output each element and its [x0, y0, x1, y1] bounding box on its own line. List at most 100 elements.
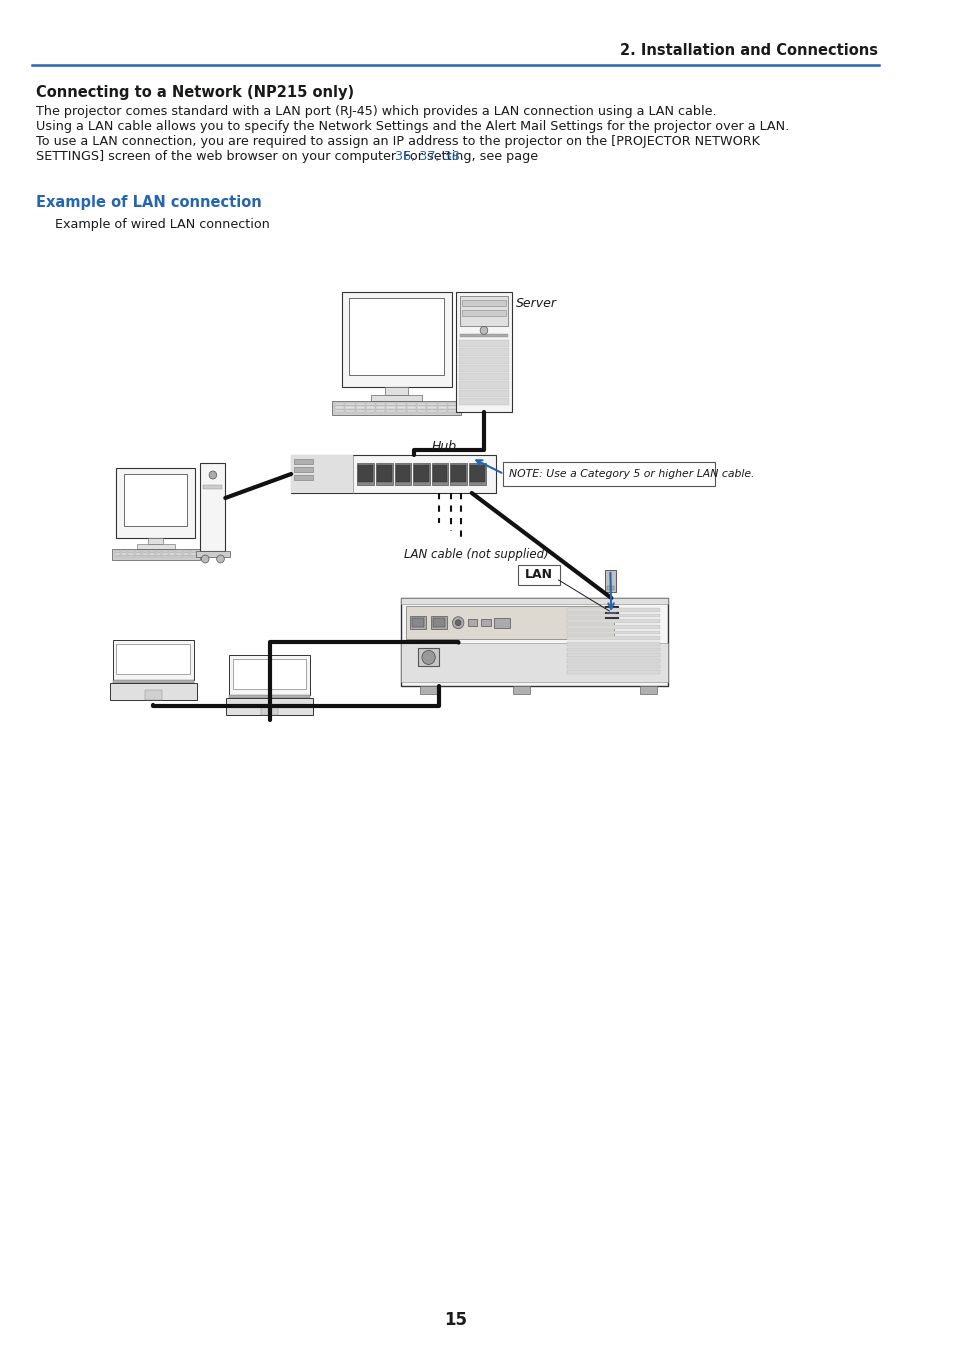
Bar — [431, 616, 446, 630]
Bar — [566, 670, 659, 674]
Bar — [335, 406, 344, 408]
Bar — [405, 607, 614, 639]
Bar — [375, 410, 385, 412]
Bar — [396, 403, 405, 406]
Bar — [400, 643, 667, 682]
Bar — [461, 301, 505, 306]
Bar — [448, 403, 456, 406]
Bar — [427, 410, 436, 412]
Text: SETTINGS] screen of the web browser on your computer. For setting, see page: SETTINGS] screen of the web browser on y… — [36, 150, 542, 163]
Bar — [604, 570, 616, 592]
Circle shape — [479, 326, 487, 334]
Circle shape — [421, 651, 435, 665]
Bar — [437, 410, 447, 412]
Bar — [456, 293, 511, 412]
Bar — [412, 619, 423, 627]
Text: NOTE: Use a Category 5 or higher LAN cable.: NOTE: Use a Category 5 or higher LAN cab… — [508, 469, 754, 479]
Bar — [229, 655, 310, 696]
Bar — [195, 551, 230, 557]
Bar — [341, 293, 451, 387]
Bar — [291, 456, 496, 493]
Circle shape — [201, 555, 209, 563]
Bar — [451, 465, 466, 481]
FancyBboxPatch shape — [517, 565, 559, 585]
Bar — [400, 599, 667, 604]
FancyBboxPatch shape — [502, 462, 714, 487]
Bar — [345, 406, 355, 408]
Text: LAN cable (not supplied): LAN cable (not supplied) — [403, 549, 548, 561]
Bar — [407, 406, 416, 408]
Bar — [110, 683, 196, 700]
Bar — [461, 310, 505, 315]
Bar — [294, 466, 313, 472]
Circle shape — [452, 617, 463, 628]
Bar — [112, 549, 199, 559]
Bar — [416, 406, 426, 408]
Bar — [386, 410, 395, 412]
Circle shape — [216, 555, 224, 563]
Bar — [470, 465, 484, 481]
Bar — [385, 387, 408, 395]
Bar — [355, 406, 364, 408]
Bar — [416, 403, 426, 406]
Bar — [427, 406, 436, 408]
Bar — [494, 617, 509, 628]
Bar — [566, 613, 659, 617]
Bar — [355, 410, 364, 412]
Bar — [358, 465, 373, 481]
Bar — [386, 403, 395, 406]
Bar — [200, 462, 225, 551]
Bar — [604, 607, 618, 620]
Bar — [450, 462, 467, 485]
Bar — [459, 334, 507, 337]
Bar — [566, 631, 659, 635]
Bar — [371, 395, 422, 400]
Bar — [203, 485, 222, 489]
Bar — [437, 403, 447, 406]
Bar — [112, 640, 193, 681]
Bar — [566, 665, 659, 669]
Bar — [365, 406, 375, 408]
Bar — [458, 365, 508, 372]
Bar — [332, 400, 460, 415]
Text: 36, 37, 38.: 36, 37, 38. — [395, 150, 464, 163]
Bar — [427, 403, 436, 406]
Bar — [410, 616, 425, 630]
Bar — [413, 462, 430, 485]
Circle shape — [209, 470, 216, 479]
Bar — [226, 698, 313, 714]
Bar — [375, 406, 385, 408]
Text: Server: Server — [516, 297, 557, 310]
Bar — [349, 298, 443, 375]
Text: Using a LAN cable allows you to specify the Network Settings and the Alert Mail : Using a LAN cable allows you to specify … — [36, 120, 789, 133]
Bar — [433, 619, 444, 627]
Text: Connecting to a Network (NP215 only): Connecting to a Network (NP215 only) — [36, 85, 354, 100]
Bar — [386, 406, 395, 408]
Text: Hub: Hub — [432, 439, 456, 453]
Bar — [459, 297, 507, 326]
Bar — [448, 410, 456, 412]
Bar — [148, 538, 163, 545]
Bar — [639, 686, 656, 694]
Bar — [335, 410, 344, 412]
Text: 2. Installation and Connections: 2. Installation and Connections — [619, 43, 878, 58]
Bar — [566, 636, 659, 640]
Bar — [469, 462, 485, 485]
Bar — [513, 686, 530, 694]
Bar — [458, 390, 508, 396]
Bar — [395, 462, 411, 485]
Bar — [566, 647, 659, 651]
Bar — [400, 599, 667, 686]
Bar — [566, 642, 659, 646]
Bar — [291, 456, 353, 493]
Circle shape — [455, 620, 460, 625]
Bar — [229, 696, 310, 698]
Bar — [112, 681, 193, 683]
Text: The projector comes standard with a LAN port (RJ-45) which provides a LAN connec: The projector comes standard with a LAN … — [36, 105, 716, 119]
Bar — [365, 403, 375, 406]
Bar — [433, 465, 447, 481]
Bar — [396, 410, 405, 412]
Bar — [458, 340, 508, 348]
Bar — [458, 398, 508, 404]
Text: 15: 15 — [443, 1312, 466, 1329]
